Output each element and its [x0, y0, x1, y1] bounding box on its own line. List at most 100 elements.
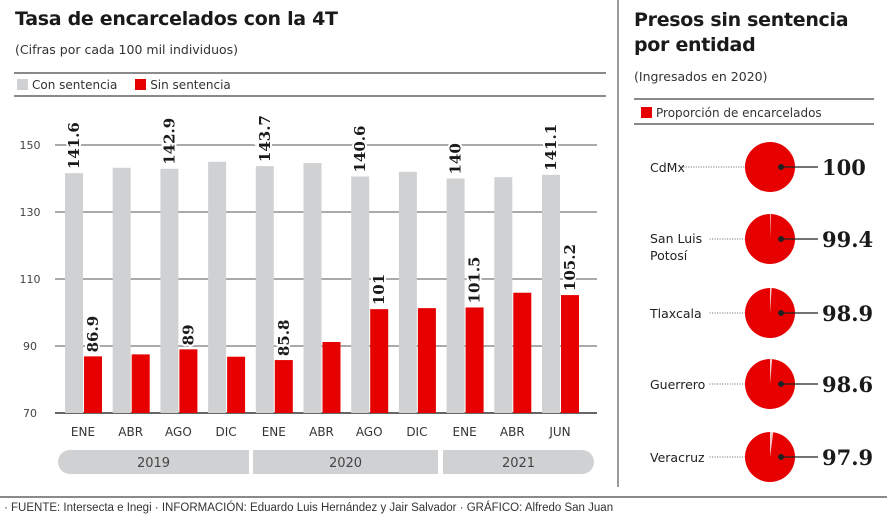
bar-con-sentencia: [303, 163, 322, 413]
data-label-con-sentencia: 141.1: [542, 124, 560, 171]
right-legend-bottom-rule: [634, 123, 874, 125]
bar-con-sentencia: [398, 171, 417, 413]
legend-swatch-red: [135, 79, 147, 90]
bar-con-sentencia: [208, 161, 227, 413]
x-tick-label: ENE: [262, 425, 286, 439]
y-tick-label: 130: [20, 206, 41, 219]
bar-sin-sentencia: [274, 360, 293, 413]
legend-item-sin-sentencia: Sin sentencia: [135, 78, 231, 92]
x-tick-label: DIC: [406, 425, 427, 439]
year-group-pill: [253, 450, 438, 474]
bar-con-sentencia: [255, 166, 274, 413]
x-tick-label: ABR: [309, 425, 334, 439]
right-title-line2: por entidad: [634, 34, 756, 56]
data-label-con-sentencia: 142.9: [160, 118, 178, 165]
entity-label: Veracruz: [650, 450, 705, 465]
bar-con-sentencia: [351, 176, 370, 413]
bar-sin-sentencia: [322, 341, 341, 413]
legend-swatch-gray: [17, 79, 28, 90]
x-tick-label: ENE: [71, 425, 95, 439]
data-label-sin-sentencia: 85.8: [275, 320, 293, 357]
right-chart-title: Presos sin sentencia por entidad: [634, 8, 849, 58]
footer-credits: · FUENTE: Intersecta e Inegi · INFORMACI…: [4, 502, 614, 514]
bar-sin-sentencia: [513, 292, 532, 413]
y-tick-label: 110: [20, 273, 41, 286]
data-label-con-sentencia: 140: [447, 143, 465, 174]
bar-chart: 70 90 110 130 150 ENE 141.6 86.9 ABR AGO 142.9 89 DI…: [20, 113, 597, 474]
entity-pie-row: Tlaxcala 98.9: [649, 288, 873, 338]
x-tick-label: ABR: [500, 425, 525, 439]
y-tick-label: 90: [23, 340, 37, 353]
pie-slice: [744, 359, 795, 409]
year-group-pill: [58, 450, 249, 474]
data-label-con-sentencia: 141.6: [65, 122, 83, 169]
bar-sin-sentencia: [131, 354, 150, 413]
bar-sin-sentencia: [417, 308, 436, 413]
pie-value-label: 97.9: [822, 445, 873, 470]
bar-con-sentencia: [65, 173, 83, 413]
bar-con-sentencia: [542, 174, 560, 413]
pie-value-label: 98.9: [822, 301, 873, 326]
legend-label: Sin sentencia: [150, 78, 231, 92]
x-tick-label: AGO: [165, 425, 192, 439]
x-tick-label: JUN: [548, 425, 570, 439]
left-chart-subtitle: (Cifras por cada 100 mil individuos): [15, 42, 239, 57]
bar-sin-sentencia: [179, 349, 198, 413]
entity-label: Tlaxcala: [649, 306, 702, 321]
entity-pie-row: San Luis Potosí 99.4: [650, 214, 873, 264]
x-tick-label: DIC: [216, 425, 237, 439]
entity-pie-row: Guerrero 98.6: [650, 359, 873, 409]
entity-pie-row: CdMx 100: [650, 142, 866, 192]
bar-sin-sentencia: [465, 307, 484, 413]
y-tick-label: 150: [20, 139, 41, 152]
footer-rule: [0, 496, 887, 498]
bar-sin-sentencia: [227, 356, 246, 413]
bar-con-sentencia: [160, 168, 179, 413]
pie-slice: [745, 142, 795, 192]
entity-label: Guerrero: [650, 377, 705, 392]
y-tick-label: 70: [23, 407, 37, 420]
bar-sin-sentencia: [561, 295, 579, 413]
x-tick-label: AGO: [356, 425, 383, 439]
pie-slice: [744, 288, 795, 338]
bar-sin-sentencia: [370, 309, 389, 413]
year-group-label: 2021: [502, 456, 535, 471]
data-label-sin-sentencia: 89: [179, 324, 197, 345]
year-group-label: 2020: [329, 456, 362, 471]
right-chart-subtitle: (Ingresados en 2020): [634, 69, 768, 84]
x-tick-label: ENE: [453, 425, 477, 439]
entity-label: San Luis: [650, 231, 702, 246]
legend-bottom-rule: [14, 95, 606, 97]
entity-pie-row: Veracruz 97.9: [650, 432, 873, 482]
left-chart-title: Tasa de encarcelados con la 4T: [15, 8, 338, 30]
entity-label: Potosí: [650, 248, 688, 263]
year-group-label: 2019: [137, 456, 170, 471]
legend-label: Con sentencia: [32, 78, 118, 92]
data-label-sin-sentencia: 105.2: [561, 244, 579, 291]
panel-divider: [617, 0, 619, 487]
pie-value-label: 98.6: [822, 372, 873, 397]
data-label-sin-sentencia: 101: [370, 274, 388, 305]
legend-label: Proporción de encarcelados: [656, 106, 822, 120]
pie-value-label: 99.4: [822, 227, 873, 252]
right-legend-top-rule: [634, 98, 874, 100]
bar-con-sentencia: [494, 177, 513, 413]
data-label-con-sentencia: 140.6: [351, 126, 369, 173]
x-tick-label: ABR: [118, 425, 143, 439]
pie-chart-list: CdMx 100 San Luis Potosí 99.4 Tlaxcala 98.9 Gue…: [649, 142, 873, 482]
right-title-line1: Presos sin sentencia: [634, 9, 849, 31]
legend-swatch-red: [641, 107, 652, 118]
data-label-con-sentencia: 143.7: [256, 115, 274, 162]
pie-value-label: 100: [822, 155, 866, 180]
data-label-sin-sentencia: 86.9: [84, 316, 102, 353]
year-group-pill: [443, 450, 594, 474]
entity-label: CdMx: [650, 160, 685, 175]
data-label-sin-sentencia: 101.5: [466, 256, 484, 303]
bar-sin-sentencia: [84, 356, 102, 413]
bar-con-sentencia: [112, 167, 131, 413]
pie-slice: [745, 214, 795, 264]
bar-con-sentencia: [446, 178, 465, 413]
left-legend: Con sentencia Sin sentencia: [17, 78, 231, 92]
legend-item-con-sentencia: Con sentencia: [17, 78, 117, 92]
legend-top-rule: [14, 72, 606, 74]
